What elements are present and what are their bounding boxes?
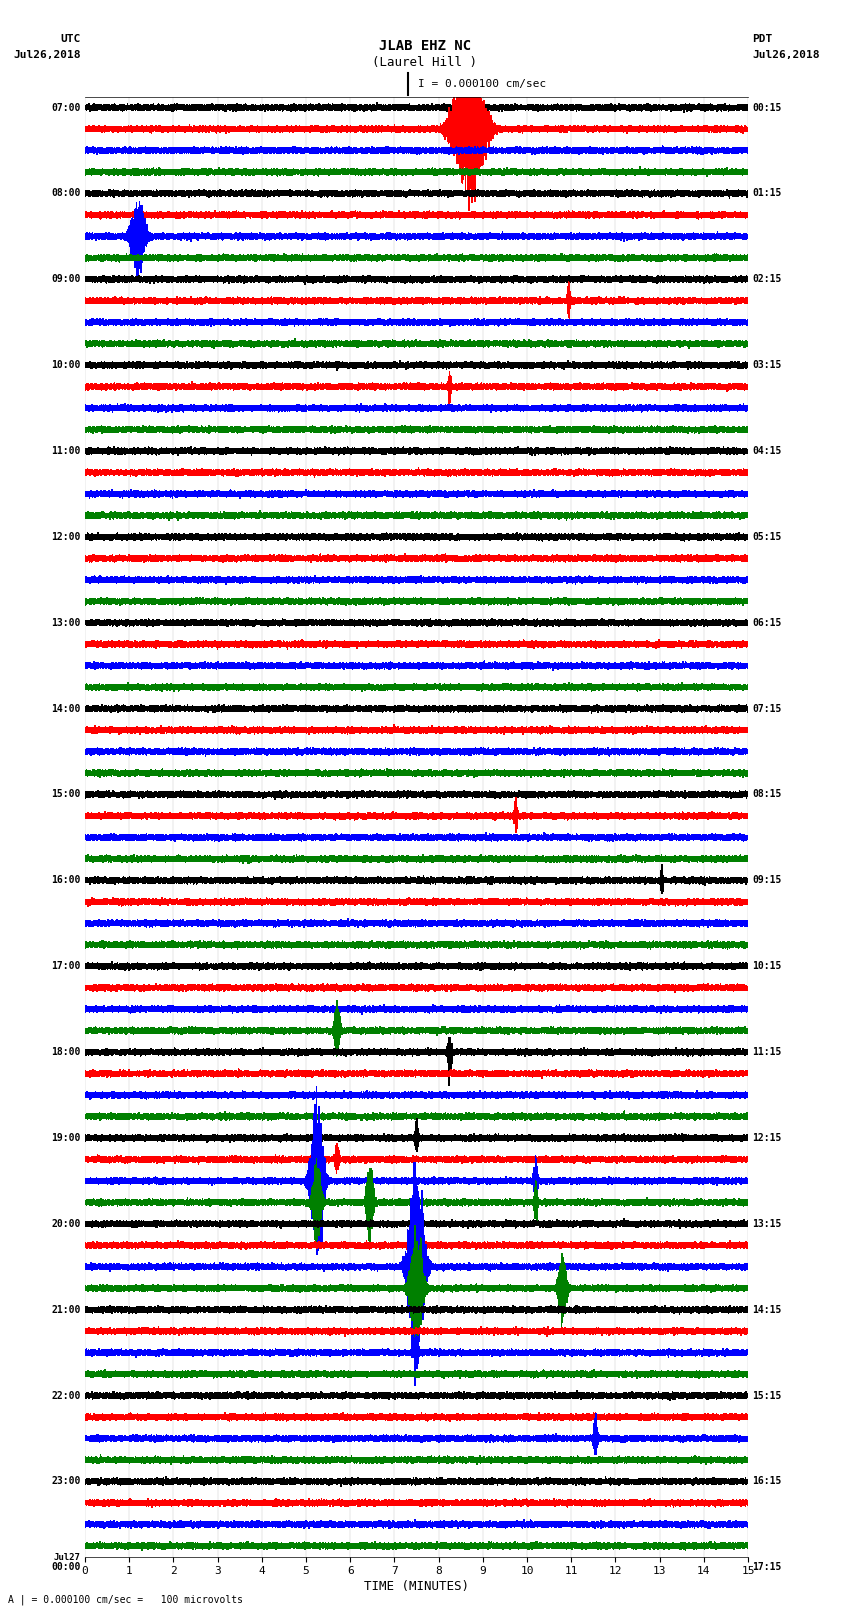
Text: 09:15: 09:15: [752, 876, 782, 886]
Text: 12:15: 12:15: [752, 1132, 782, 1144]
Text: 10:00: 10:00: [51, 360, 81, 369]
Text: 22:00: 22:00: [51, 1390, 81, 1400]
Text: 08:00: 08:00: [51, 189, 81, 198]
Text: 02:15: 02:15: [752, 274, 782, 284]
Text: 18:00: 18:00: [51, 1047, 81, 1057]
Text: 23:00: 23:00: [51, 1476, 81, 1487]
Text: Jul27: Jul27: [54, 1553, 81, 1563]
X-axis label: TIME (MINUTES): TIME (MINUTES): [364, 1581, 469, 1594]
Text: 17:00: 17:00: [51, 961, 81, 971]
Text: 16:15: 16:15: [752, 1476, 782, 1487]
Text: 14:15: 14:15: [752, 1305, 782, 1315]
Text: 20:00: 20:00: [51, 1219, 81, 1229]
Text: 07:00: 07:00: [51, 103, 81, 113]
Text: 11:00: 11:00: [51, 445, 81, 456]
Text: 01:15: 01:15: [752, 189, 782, 198]
Text: Jul26,2018: Jul26,2018: [14, 50, 81, 60]
Text: A | = 0.000100 cm/sec =   100 microvolts: A | = 0.000100 cm/sec = 100 microvolts: [8, 1595, 243, 1605]
Text: 10:15: 10:15: [752, 961, 782, 971]
Text: 12:00: 12:00: [51, 532, 81, 542]
Text: 13:00: 13:00: [51, 618, 81, 627]
Text: 16:00: 16:00: [51, 876, 81, 886]
Text: 08:15: 08:15: [752, 789, 782, 800]
Text: JLAB EHZ NC: JLAB EHZ NC: [379, 39, 471, 53]
Text: 00:00: 00:00: [51, 1563, 81, 1573]
Text: PDT: PDT: [752, 34, 773, 44]
Text: I = 0.000100 cm/sec: I = 0.000100 cm/sec: [418, 79, 547, 89]
Text: (Laurel Hill ): (Laurel Hill ): [372, 56, 478, 69]
Text: 21:00: 21:00: [51, 1305, 81, 1315]
Text: 17:15: 17:15: [752, 1563, 782, 1573]
Text: 06:15: 06:15: [752, 618, 782, 627]
Text: 03:15: 03:15: [752, 360, 782, 369]
Text: 15:00: 15:00: [51, 789, 81, 800]
Text: 00:15: 00:15: [752, 103, 782, 113]
Text: 11:15: 11:15: [752, 1047, 782, 1057]
Text: 19:00: 19:00: [51, 1132, 81, 1144]
Text: 13:15: 13:15: [752, 1219, 782, 1229]
Text: Jul26,2018: Jul26,2018: [752, 50, 819, 60]
Text: 09:00: 09:00: [51, 274, 81, 284]
Text: 07:15: 07:15: [752, 703, 782, 713]
Text: UTC: UTC: [60, 34, 81, 44]
Text: 14:00: 14:00: [51, 703, 81, 713]
Text: 05:15: 05:15: [752, 532, 782, 542]
Text: 04:15: 04:15: [752, 445, 782, 456]
Text: 15:15: 15:15: [752, 1390, 782, 1400]
